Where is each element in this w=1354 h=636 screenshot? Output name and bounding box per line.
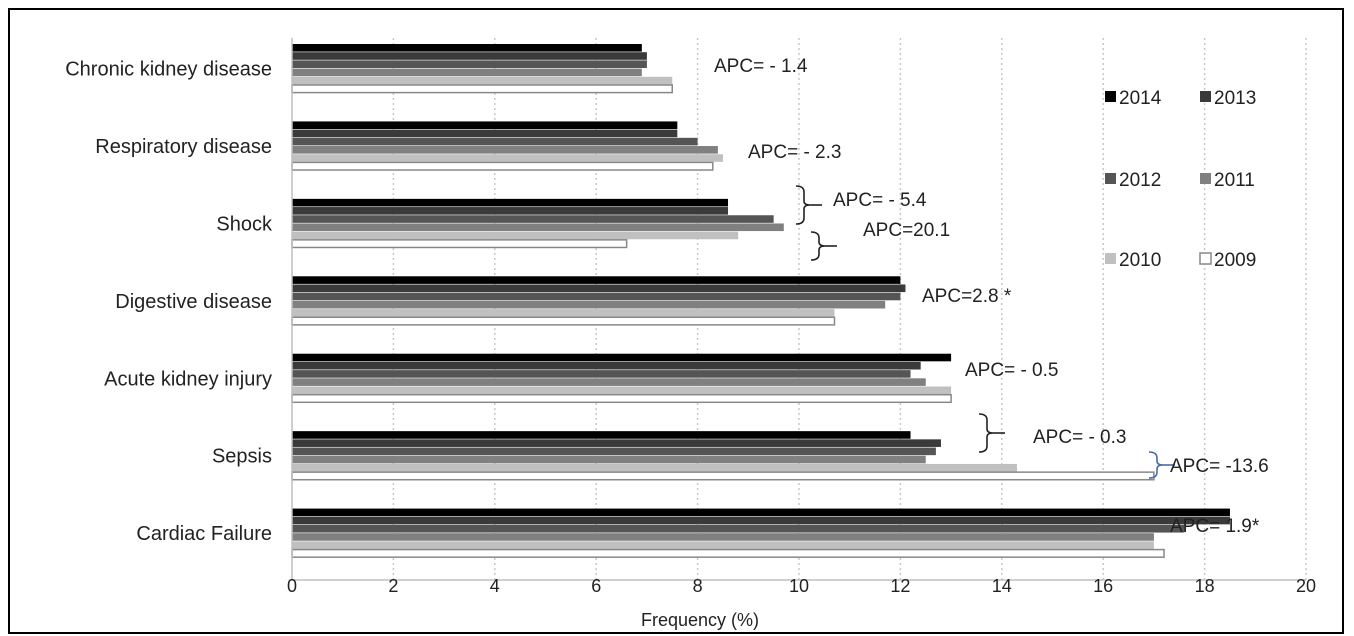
bar	[292, 361, 921, 370]
bar	[292, 353, 952, 362]
apc-annotation: APC= - 1.4	[714, 56, 808, 77]
bar	[291, 239, 628, 249]
x-tick-label: 12	[890, 576, 910, 596]
bar	[292, 292, 901, 301]
legend-label: 2011	[1214, 170, 1255, 191]
bar	[292, 223, 784, 232]
bar	[292, 154, 723, 162]
bar	[292, 44, 642, 52]
bar	[292, 146, 718, 154]
bar	[291, 393, 952, 404]
legend-label: 2009	[1214, 250, 1256, 271]
bar	[292, 516, 1230, 525]
apc-annotation: APC= 1.9*	[1170, 516, 1260, 537]
bars	[291, 44, 1230, 558]
bar	[292, 533, 1154, 541]
category-label: Respiratory disease	[95, 136, 272, 158]
bar	[292, 121, 678, 130]
bar	[292, 508, 1230, 517]
x-tick-label: 4	[490, 576, 500, 596]
bar	[292, 455, 926, 464]
x-axis-label: Frequency (%)	[641, 610, 759, 630]
bar	[292, 370, 911, 378]
apc-annotation: APC= - 0.3	[1033, 427, 1126, 448]
bar	[291, 471, 1155, 481]
bar	[292, 386, 952, 395]
bar	[291, 84, 673, 94]
bar	[292, 76, 673, 85]
legend-swatch	[1105, 91, 1116, 102]
apc-annotation: APC= - 0.5	[965, 360, 1058, 381]
apc-annotation: APC=2.8 *	[922, 286, 1012, 307]
legend-swatch	[1200, 173, 1211, 184]
category-label: Sepsis	[212, 446, 272, 468]
x-tick-labels: 0 2 4 6 8 10 12 14 16 18 20	[287, 576, 1316, 596]
bar	[292, 52, 647, 60]
x-tick-label: 18	[1195, 576, 1215, 596]
x-tick-label: 16	[1093, 576, 1113, 596]
legend-swatch	[1105, 173, 1116, 184]
bar	[292, 68, 642, 77]
category-labels: Chronic kidney disease Respiratory diseas…	[65, 59, 273, 546]
legend-label: 2014	[1119, 88, 1162, 109]
axes	[291, 38, 1306, 581]
bar	[292, 300, 886, 309]
category-label: Acute kidney injury	[104, 368, 272, 390]
x-tick-label: 20	[1296, 576, 1316, 596]
bar	[292, 198, 729, 207]
apc-annotations: APC= - 1.4 APC= - 2.3 APC= - 5.4 APC=20.1 AP…	[714, 56, 1269, 537]
x-tick-label: 8	[693, 576, 703, 596]
gridlines	[392, 38, 1307, 580]
category-label: Shock	[216, 213, 273, 235]
bar	[292, 129, 678, 138]
bar	[292, 215, 774, 223]
bar	[292, 309, 835, 317]
legend-swatch	[1199, 252, 1212, 265]
legend: 2014 2013 2012 2011 2010 2009	[1105, 88, 1256, 271]
apc-annotation: APC=20.1	[863, 220, 950, 241]
bar	[292, 378, 926, 386]
x-tick-label: 14	[992, 576, 1012, 596]
legend-label: 2012	[1119, 170, 1161, 191]
bar	[292, 60, 647, 68]
bar	[292, 439, 941, 447]
apc-annotation: APC= - 5.4	[833, 190, 927, 211]
brace	[810, 231, 826, 261]
category-label: Chronic kidney disease	[65, 59, 272, 81]
brace	[795, 185, 811, 225]
category-label: Digestive disease	[115, 291, 272, 313]
x-tick-label: 10	[789, 576, 809, 596]
x-tick-label: 0	[287, 576, 297, 596]
bar	[291, 548, 1165, 558]
legend-swatch	[1200, 91, 1211, 102]
bar	[292, 524, 1185, 533]
brace	[978, 413, 994, 453]
bar	[292, 231, 739, 240]
bar	[292, 137, 698, 146]
legend-swatch	[1105, 253, 1116, 264]
bar	[292, 541, 1154, 549]
bar	[292, 447, 936, 456]
bar	[291, 161, 714, 171]
bar	[292, 276, 901, 284]
x-tick-label: 6	[591, 576, 601, 596]
bar	[292, 207, 729, 215]
apc-annotation: APC= - 2.3	[748, 142, 841, 163]
bar	[292, 431, 911, 439]
bar	[291, 316, 836, 326]
x-tick-label: 2	[388, 576, 398, 596]
bar	[292, 284, 906, 293]
legend-label: 2010	[1119, 250, 1161, 271]
apc-annotation: APC= -13.6	[1170, 456, 1269, 477]
annotation-brackets	[795, 185, 1175, 479]
bar	[292, 463, 1018, 472]
legend-label: 2013	[1214, 88, 1256, 109]
category-label: Cardiac Failure	[136, 523, 272, 545]
